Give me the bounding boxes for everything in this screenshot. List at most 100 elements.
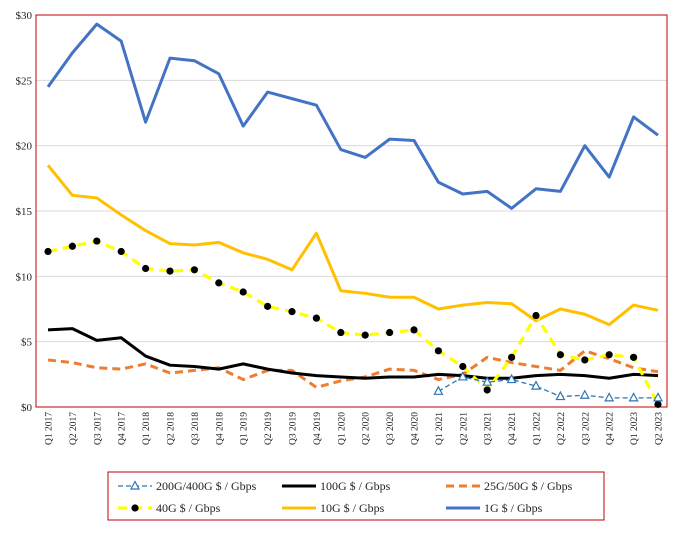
data-point	[142, 264, 150, 273]
series-1	[47, 327, 659, 380]
data-point	[531, 380, 541, 390]
legend-item: 1G $ / Gbps	[446, 501, 543, 515]
x-tick-label: Q2 2022	[557, 412, 567, 445]
data-point	[264, 302, 272, 310]
x-tick-label: Q4 2019	[313, 412, 323, 445]
x-tick-label: Q3 2022	[581, 412, 591, 445]
data-point	[579, 389, 590, 399]
x-tick-label: Q3 2020	[386, 412, 396, 445]
series-line	[46, 164, 659, 327]
series-5	[46, 22, 659, 210]
data-point	[508, 353, 516, 361]
x-tick-label: Q1 2020	[337, 412, 347, 445]
legend-item: 200G/400G $ / Gbps	[118, 479, 257, 493]
data-point	[433, 385, 444, 395]
y-tick-label: $30	[16, 10, 33, 22]
x-tick-label: Q2 2020	[362, 412, 372, 445]
data-point	[506, 373, 517, 384]
legend-label: 100G $ / Gbps	[320, 479, 391, 493]
data-point	[483, 386, 491, 394]
data-point	[630, 353, 638, 361]
series-4	[46, 164, 659, 327]
data-point	[93, 237, 101, 245]
series-3	[44, 237, 662, 408]
x-tick-label: Q4 2018	[215, 412, 225, 445]
data-point	[239, 288, 247, 296]
y-tick-label: $25	[16, 75, 33, 87]
legend-item: 25G/50G $ / Gbps	[446, 479, 573, 493]
data-point	[457, 371, 468, 381]
y-tick-label: $0	[21, 402, 33, 414]
data-point	[581, 356, 589, 364]
legend-item: 40G $ / Gbps	[118, 501, 221, 515]
x-tick-label: Q4 2022	[606, 412, 616, 445]
x-tick-label: Q3 2021	[484, 412, 494, 445]
series-line	[47, 239, 660, 406]
series-0	[433, 371, 663, 402]
data-point	[482, 376, 493, 386]
data-point	[68, 242, 76, 250]
series-line	[438, 376, 658, 399]
legend-marker	[131, 504, 139, 512]
series-line	[47, 327, 659, 380]
x-axis-tick-labels: Q1 2017 Q2 2017 Q3 2017 Q4 2017 Q1 2018 Q2 20…	[45, 412, 665, 445]
x-tick-label: Q4 2017	[118, 412, 128, 445]
data-point	[654, 400, 662, 408]
legend: 200G/400G $ / Gbps 100G $ / Gbps 25G/50G $…	[107, 471, 605, 521]
x-tick-label: Q4 2020	[411, 412, 421, 445]
plot-frame	[35, 14, 668, 408]
x-tick-label: Q2 2021	[459, 412, 469, 445]
legend-label: 25G/50G $ / Gbps	[484, 479, 573, 493]
x-tick-label: Q1 2019	[240, 412, 250, 445]
series-2	[47, 349, 659, 389]
x-tick-label: Q3 2019	[289, 412, 299, 445]
x-tick-label: Q2 2018	[167, 412, 177, 445]
data-point	[337, 328, 345, 337]
data-point	[215, 279, 223, 287]
data-point	[459, 362, 467, 371]
y-tick-label: $5	[21, 337, 33, 349]
legend-marker	[130, 480, 140, 490]
y-tick-label: $15	[16, 206, 33, 218]
legend-frame	[107, 471, 605, 521]
data-point	[605, 351, 613, 359]
data-point	[653, 392, 663, 402]
series-line	[46, 22, 659, 210]
data-point	[555, 390, 566, 401]
legend-item: 100G $ / Gbps	[282, 479, 391, 493]
legend-label: 40G $ / Gbps	[156, 501, 221, 515]
data-point	[604, 392, 615, 402]
data-point	[166, 267, 174, 275]
y-axis-tick-labels: $0 $5 $10 $15 $20 $25 $30	[16, 10, 33, 414]
x-tick-label: Q1 2022	[533, 412, 543, 445]
data-point	[361, 331, 369, 339]
data-point	[434, 347, 442, 355]
x-tick-label: Q1 2018	[142, 412, 152, 445]
data-point	[312, 314, 320, 322]
x-tick-label: Q2 2019	[264, 412, 274, 445]
data-point	[628, 392, 639, 402]
x-tick-label: Q1 2021	[435, 412, 445, 445]
legend-label: 1G $ / Gbps	[484, 501, 543, 515]
legend-item: 10G $ / Gbps	[282, 501, 385, 515]
x-tick-label: Q2 2023	[655, 412, 665, 445]
data-point	[190, 266, 198, 274]
x-tick-label: Q3 2017	[93, 412, 103, 445]
data-point	[386, 328, 394, 337]
data-point	[288, 308, 296, 316]
x-tick-label: Q1 2023	[630, 412, 640, 445]
data-point	[410, 326, 418, 334]
x-tick-label: Q1 2017	[45, 412, 55, 445]
legend-label: 200G/400G $ / Gbps	[156, 479, 257, 493]
series-lines	[44, 22, 663, 408]
data-point	[556, 351, 565, 359]
y-tick-label: $20	[16, 141, 33, 153]
x-tick-label: Q2 2017	[69, 412, 79, 445]
x-tick-label: Q4 2021	[508, 412, 518, 445]
data-point	[532, 311, 540, 320]
series-line	[47, 349, 659, 389]
legend-label: 10G $ / Gbps	[320, 501, 385, 515]
y-tick-label: $10	[16, 271, 33, 283]
data-point	[44, 247, 52, 256]
